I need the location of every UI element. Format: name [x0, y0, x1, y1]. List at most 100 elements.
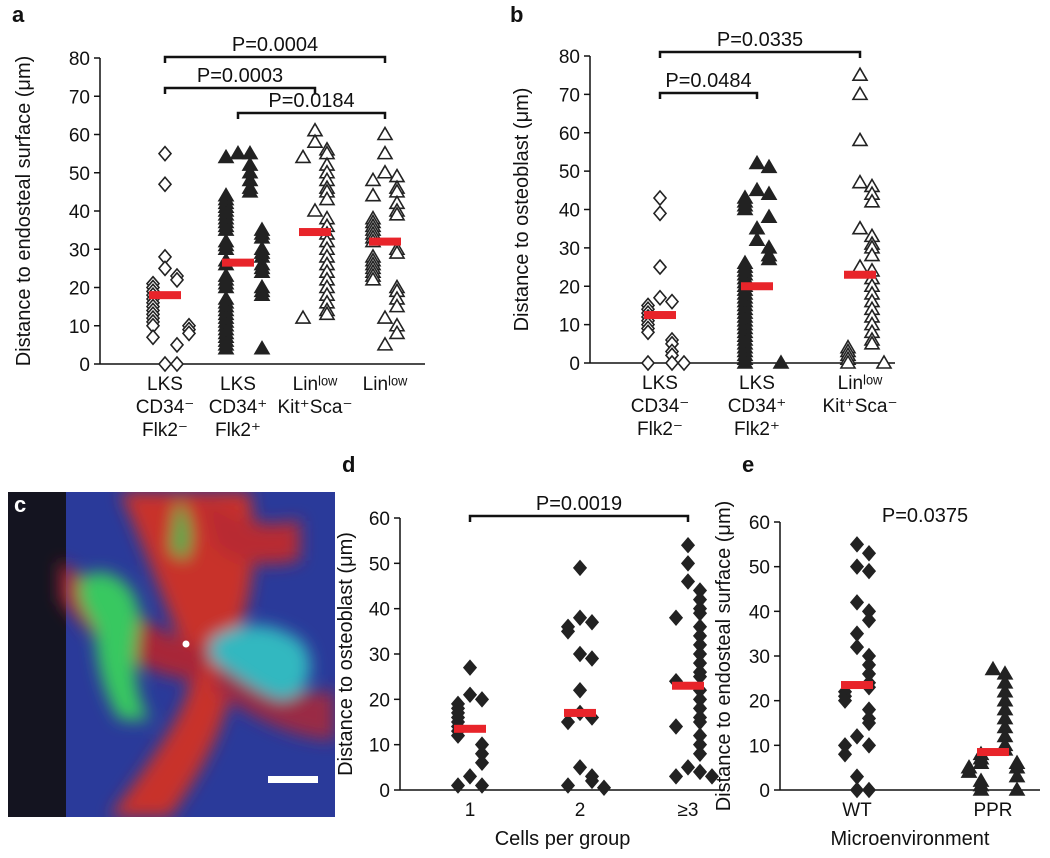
data-point	[839, 354, 857, 369]
y-axis-label: Distance to osteoblast (μm)	[511, 88, 533, 332]
data-point	[849, 768, 865, 785]
data-point	[851, 85, 869, 101]
data-point	[680, 555, 696, 572]
x-tick-label: CD34⁺	[209, 397, 268, 418]
data-point	[861, 612, 877, 629]
data-point	[863, 246, 881, 262]
y-tick-label: 80	[69, 49, 90, 70]
data-point	[861, 781, 877, 799]
p-value: P=0.0004	[232, 34, 318, 56]
data-point	[462, 768, 478, 785]
y-tick-label: 50	[559, 162, 580, 183]
data-point	[229, 145, 247, 160]
data-point	[837, 746, 853, 763]
mean-bar	[454, 724, 486, 733]
y-tick-label: 0	[79, 355, 90, 376]
data-point	[306, 133, 324, 148]
y-tick-label: 80	[559, 47, 580, 68]
data-point	[863, 335, 881, 350]
p-value: P=0.0184	[268, 90, 354, 112]
data-point	[863, 193, 881, 208]
data-point	[572, 609, 588, 626]
data-point	[736, 354, 754, 369]
data-point	[376, 336, 394, 351]
data-point	[181, 325, 197, 342]
data-point	[851, 258, 869, 273]
data-point	[294, 148, 312, 164]
x-tick-label: CD34⁻	[631, 396, 690, 417]
y-tick-label: 20	[369, 690, 390, 711]
data-point	[376, 145, 394, 160]
y-tick-label: 30	[749, 647, 770, 668]
y-tick-label: 60	[69, 126, 90, 147]
panel-label: a	[12, 2, 25, 27]
y-tick-label: 60	[559, 124, 580, 145]
data-point	[748, 154, 766, 170]
data-point	[652, 189, 668, 207]
data-point	[318, 305, 336, 321]
data-point	[972, 781, 990, 796]
x-tick-label: Kit⁺Sca⁻	[823, 396, 898, 417]
panel-label: d	[342, 452, 355, 477]
x-tick-label: Linˡᵒʷ	[838, 373, 884, 394]
data-point	[388, 244, 406, 259]
data-point	[596, 779, 612, 796]
y-axis-label: Distance to osteoblast (μm)	[335, 532, 357, 776]
bracket	[658, 50, 862, 58]
mean-bar	[299, 228, 331, 237]
data-point	[851, 131, 869, 147]
p-value: P=0.0335	[717, 29, 803, 51]
data-point	[652, 289, 668, 306]
y-tick-label: 0	[759, 781, 770, 802]
mean-bar	[644, 311, 676, 320]
data-point	[692, 763, 708, 781]
y-tick-label: 60	[369, 509, 390, 530]
data-point	[169, 336, 185, 354]
data-point	[760, 208, 778, 223]
y-tick-label: 30	[559, 239, 580, 260]
y-tick-label: 20	[559, 277, 580, 298]
data-point	[972, 754, 990, 769]
data-point	[676, 354, 692, 372]
data-point	[364, 187, 382, 202]
data-point	[364, 171, 382, 187]
data-point	[157, 145, 173, 162]
data-point	[572, 645, 588, 663]
x-tick-label: PPR	[973, 800, 1012, 821]
y-tick-label: 40	[559, 201, 580, 222]
data-point	[861, 562, 877, 580]
data-point	[668, 609, 684, 626]
data-point	[849, 638, 865, 656]
y-tick-label: 20	[69, 279, 90, 300]
x-tick-label: 1	[465, 800, 476, 821]
data-point	[294, 309, 312, 324]
data-point	[560, 777, 576, 794]
data-point	[984, 660, 1002, 676]
data-point	[376, 309, 394, 324]
x-axis-label: Microenvironment	[831, 828, 990, 850]
y-axis-label: Distance to endosteal surface (μm)	[13, 56, 35, 367]
data-point	[760, 250, 778, 266]
data-point	[253, 263, 271, 278]
x-tick-label: Flk2⁺	[215, 420, 261, 441]
data-point	[572, 759, 588, 776]
data-point	[640, 354, 656, 372]
y-tick-label: 70	[559, 85, 580, 106]
mean-bar	[149, 291, 181, 300]
p-value: P=0.0375	[882, 505, 968, 527]
data-point	[572, 682, 588, 699]
data-point	[652, 205, 668, 222]
y-axis-label: Distance to endosteal surface (μm)	[713, 501, 735, 812]
x-tick-label: Flk2⁺	[734, 419, 780, 440]
data-point	[241, 183, 259, 198]
y-tick-label: 40	[369, 600, 390, 621]
bracket	[163, 86, 317, 94]
x-tick-label: CD34⁺	[728, 396, 787, 417]
x-tick-label: LKS	[147, 374, 183, 395]
mean-bar	[841, 681, 873, 690]
data-point	[145, 328, 161, 346]
data-point	[157, 175, 173, 193]
x-tick-label: CD34⁻	[136, 397, 195, 418]
y-tick-label: 0	[379, 781, 390, 802]
mean-bar	[564, 708, 596, 717]
